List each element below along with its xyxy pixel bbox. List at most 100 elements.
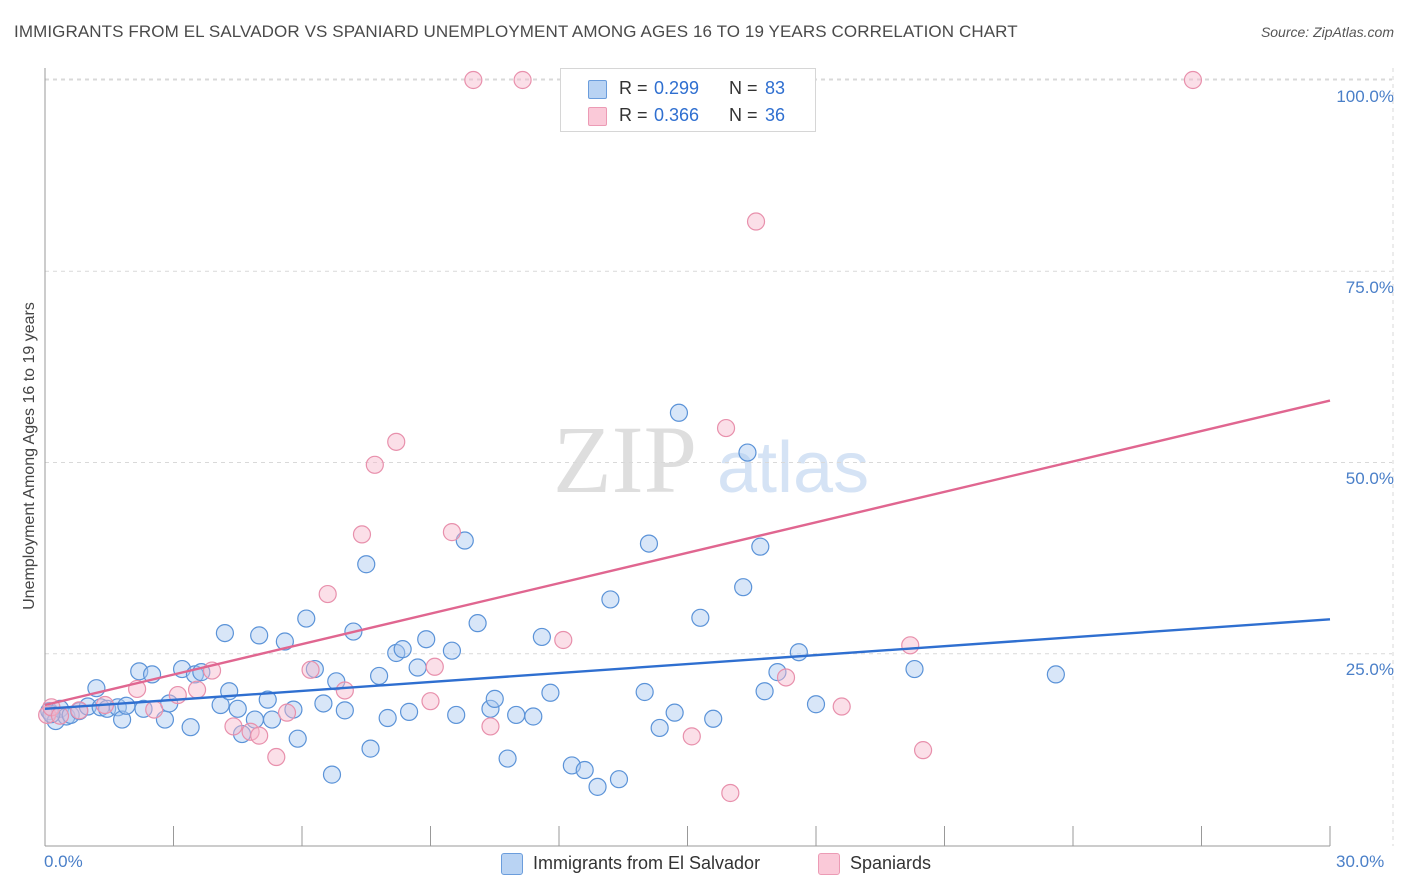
salvador-point-67 — [639, 534, 659, 553]
salvador-point-37 — [322, 765, 342, 784]
salvador-point-49 — [417, 630, 436, 649]
legend-item-spaniards: Spaniards — [818, 852, 978, 876]
spaniard-point-14 — [277, 703, 297, 722]
legend-bottom-swatch-pink — [818, 853, 840, 875]
spaniard-point-13 — [267, 747, 286, 767]
salvador-point-66 — [635, 682, 654, 702]
y-tick-100: 100.0% — [1336, 87, 1394, 106]
salvador-point-68 — [650, 718, 669, 738]
salvador-point-57 — [507, 705, 526, 725]
spaniard-point-17 — [335, 681, 354, 700]
spaniard-point-24 — [464, 70, 483, 90]
salvador-point-31 — [275, 632, 294, 651]
legend-n-value-pink: 36 — [765, 105, 786, 125]
spaniard-point-15 — [301, 660, 320, 679]
salvador-point-69 — [669, 403, 689, 422]
salvador-point-55 — [485, 689, 504, 708]
spaniard-point-22 — [425, 657, 444, 676]
spaniard-point-28 — [682, 727, 701, 746]
spaniard-point-25 — [481, 717, 500, 736]
salvador-point-28 — [250, 626, 269, 645]
salvador-point-60 — [541, 683, 560, 702]
legend-r-label-blue: R = — [619, 78, 648, 98]
spaniard-point-34 — [901, 636, 920, 655]
salvador-point-59 — [532, 627, 551, 647]
salvador-point-74 — [751, 537, 770, 556]
spaniard-point-18 — [352, 525, 372, 544]
salvador-point-51 — [447, 705, 466, 725]
salvador-point-71 — [704, 709, 723, 728]
salvador-point-19 — [181, 718, 200, 737]
correlation-legend: R = 0.299 N = 83 R = 0.366 N = 36 — [560, 68, 816, 132]
salvador-point-62 — [575, 760, 594, 780]
spaniard-point-11 — [241, 722, 260, 741]
spaniard-point-33 — [832, 697, 851, 716]
salvador-point-58 — [524, 707, 543, 726]
chart-title: IMMIGRANTS FROM EL SALVADOR VS SPANIARD … — [14, 22, 1018, 41]
spaniard-point-2 — [50, 706, 70, 725]
salvador-point-43 — [370, 666, 389, 686]
spaniard-point-32 — [776, 668, 796, 687]
salvador-point-78 — [806, 695, 826, 714]
salvador-point-56 — [498, 749, 517, 768]
salvador-point-41 — [357, 555, 376, 574]
watermark-atlas: atlas — [717, 428, 869, 508]
spaniard-point-10 — [224, 717, 243, 736]
spaniard-point-36 — [1183, 70, 1203, 90]
salvador-point-81 — [665, 703, 684, 722]
salvador-point-29 — [258, 690, 277, 709]
legend-swatch-pink — [588, 107, 607, 126]
legend-n-label-pink: N = — [729, 105, 758, 125]
salvador-point-23 — [215, 623, 234, 643]
salvador-point-12 — [117, 696, 136, 715]
spaniard-point-23 — [442, 523, 462, 542]
spaniard-point-27 — [554, 630, 573, 650]
spaniard-point-31 — [746, 212, 766, 231]
salvador-point-33 — [288, 729, 307, 748]
watermark-zip: ZIP — [553, 406, 697, 513]
salvador-point-80 — [1046, 665, 1065, 684]
legend-r-value-blue: 0.299 — [654, 78, 700, 98]
legend-n-label-blue: N = — [729, 78, 758, 98]
spaniard-point-30 — [721, 783, 740, 803]
legend-bottom-label-pink: Spaniards — [850, 853, 932, 873]
x-tick-min: 0.0% — [44, 852, 83, 871]
y-tick-75: 75.0% — [1345, 278, 1394, 297]
salvador-point-79 — [905, 659, 924, 679]
legend-bottom-label-blue: Immigrants from El Salvador — [533, 853, 761, 873]
spaniard-point-12 — [250, 726, 269, 745]
salvador-point-39 — [335, 701, 354, 720]
salvador-point-34 — [297, 609, 316, 628]
legend-row-blue: R = 0.299 N = 83 — [561, 75, 815, 101]
legend-item-el-salvador: Immigrants from El Salvador — [501, 852, 801, 876]
spaniard-point-35 — [913, 741, 933, 760]
salvador-point-63 — [588, 777, 607, 796]
spaniard-trend-line — [44, 399, 1331, 707]
salvador-point-11 — [112, 710, 132, 729]
source-label: Source: ZipAtlas.com — [1260, 24, 1394, 40]
salvador-point-48 — [408, 658, 427, 677]
salvador-point-42 — [361, 739, 380, 758]
y-tick-25: 25.0% — [1345, 660, 1394, 679]
legend-r-label-pink: R = — [619, 105, 648, 125]
spaniard-point-29 — [716, 418, 736, 438]
salvador-point-77 — [789, 643, 808, 662]
spaniard-point-20 — [387, 432, 406, 451]
legend-r-value-pink: 0.366 — [654, 105, 700, 125]
spaniard-point-6 — [145, 700, 164, 719]
spaniard-point-21 — [421, 692, 440, 711]
salvador-point-70 — [691, 608, 710, 627]
salvador-point-50 — [442, 641, 462, 660]
legend-swatch-blue — [588, 80, 607, 99]
salvador-point-46 — [393, 640, 412, 659]
salvador-point-75 — [755, 682, 774, 701]
salvador-point-44 — [378, 708, 397, 728]
salvador-point-73 — [738, 443, 757, 462]
salvador-point-72 — [734, 578, 753, 597]
salvador-point-65 — [609, 770, 629, 789]
legend-bottom-swatch-blue — [501, 853, 523, 875]
salvador-point-76 — [768, 663, 787, 682]
spaniard-point-8 — [187, 680, 207, 699]
salvador-point-64 — [601, 590, 620, 609]
